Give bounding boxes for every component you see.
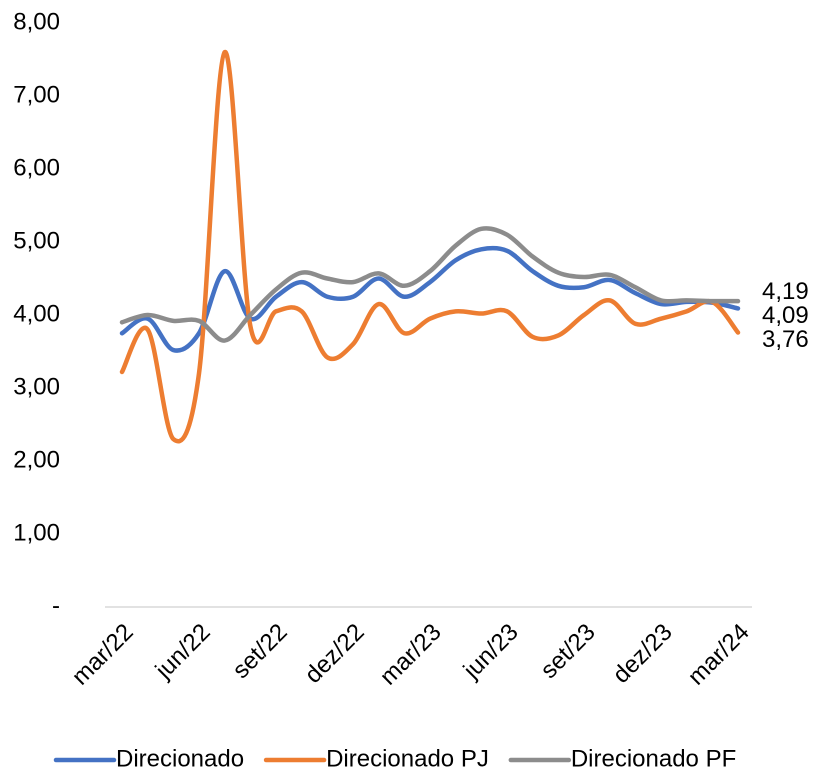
x-tick-label: jun/22 (150, 619, 216, 685)
series-line (119, 245, 741, 353)
y-tick-label: 8,00 (13, 8, 60, 35)
x-tick-label: set/22 (227, 619, 292, 684)
y-tick-label: 3,00 (13, 373, 60, 400)
x-tick-label: mar/23 (375, 619, 447, 691)
y-tick-label: 1,00 (13, 519, 60, 546)
y-tick-label: - (52, 592, 60, 619)
y-tick-label: 7,00 (13, 81, 60, 108)
x-tick-label: mar/22 (67, 619, 139, 691)
x-tick-label: jun/23 (458, 619, 524, 685)
y-tick-label: 2,00 (13, 446, 60, 473)
x-tick-label: dez/23 (608, 619, 678, 689)
legend-item: Direcionado (53, 745, 244, 772)
x-tick-label: dez/22 (300, 619, 370, 689)
legend-item: Direcionado PJ (263, 745, 489, 772)
data-label: 4,09 (762, 302, 809, 329)
data-label: 4,19 (762, 278, 809, 305)
legend-label: Direcionado PJ (326, 745, 489, 772)
y-tick-label: 6,00 (13, 154, 60, 181)
legend-label: Direcionado PF (571, 745, 736, 772)
x-tick-label: mar/24 (683, 619, 755, 691)
series-line (119, 226, 741, 343)
y-tick-label: 5,00 (13, 227, 60, 254)
y-tick-label: 4,00 (13, 300, 60, 327)
series-line (119, 49, 741, 444)
data-label: 3,76 (762, 326, 809, 353)
x-tick-label: set/23 (535, 619, 600, 684)
legend-label: Direcionado (116, 745, 244, 772)
legend-item: Direcionado PF (508, 745, 736, 772)
